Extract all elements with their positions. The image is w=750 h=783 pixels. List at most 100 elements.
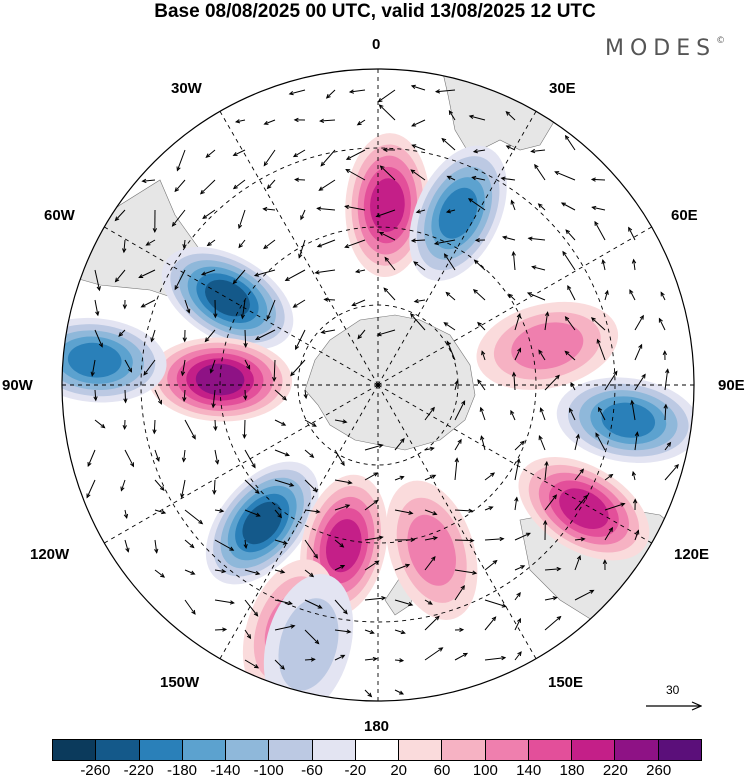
wind-arrow: [378, 231, 396, 241]
wind-arrow: [274, 569, 286, 574]
latitude-circle: [219, 226, 537, 544]
wind-arrow: [182, 389, 187, 403]
colorbar-bin: [572, 740, 616, 760]
colorbar-tick-label: 220: [602, 762, 628, 779]
wind-arrow: [590, 177, 606, 182]
wind-arrow: [334, 449, 345, 467]
wind-arrow: [244, 569, 261, 576]
wind-arrow: [364, 535, 384, 541]
wind-arrow: [114, 209, 126, 222]
lon-label-90e: 90E: [718, 377, 745, 394]
wind-arrow: [481, 350, 486, 361]
wind-arrow: [413, 261, 426, 271]
wind-arrow: [544, 494, 557, 511]
anomaly-contour: [407, 514, 456, 586]
wind-arrow: [300, 209, 306, 221]
wind-arrow: [544, 566, 562, 572]
wind-arrow: [323, 297, 336, 302]
wind-arrow: [484, 536, 505, 542]
wind-arrow: [123, 509, 129, 520]
wind-arrow: [214, 599, 235, 605]
wind-arrow: [364, 629, 375, 634]
wind-arrow: [238, 239, 246, 249]
brand-mark: ©: [716, 36, 726, 46]
wind-arrow: [474, 237, 486, 243]
wind-arrow: [629, 289, 636, 301]
wind-arrow: [123, 389, 128, 404]
wind-arrow: [410, 238, 426, 243]
wind-arrow: [199, 179, 216, 195]
lon-label-150w: 150W: [160, 674, 200, 691]
lon-label-120e: 120E: [674, 546, 710, 563]
wind-arrow: [424, 509, 438, 516]
wind-arrow: [141, 178, 156, 184]
wind-arrow: [379, 165, 396, 181]
colorbar-tick-label: -180: [166, 762, 198, 779]
wind-arrow: [394, 599, 414, 607]
wind-arrow: [334, 419, 348, 424]
map-border: [61, 68, 695, 702]
wind-arrow: [274, 449, 290, 457]
wind-arrow: [484, 599, 507, 608]
anomaly-cell: [476, 301, 619, 390]
south-pole-dot: [376, 383, 380, 387]
wind-arrow: [345, 168, 366, 181]
wind-arrow: [274, 419, 287, 426]
wind-arrow: [424, 599, 433, 605]
wind-arrow: [454, 438, 462, 451]
wind-arrow: [574, 494, 588, 511]
colorbar-tick-label: -260: [80, 762, 111, 779]
lon-label-0: 0: [372, 36, 381, 53]
wind-arrow: [182, 329, 187, 343]
wind-arrow: [484, 655, 507, 661]
wind-arrow: [345, 149, 366, 160]
wind-arrow: [514, 565, 526, 571]
reference-vector-label: 30: [666, 683, 680, 697]
anomaly-contour: [205, 279, 250, 317]
wind-arrow: [394, 537, 416, 542]
wind-arrow: [334, 629, 352, 634]
wind-arrow: [184, 539, 195, 549]
wind-arrow: [87, 449, 96, 468]
wind-arrow: [602, 559, 608, 571]
anomaly-contour: [325, 519, 362, 573]
wind-arrow: [454, 457, 459, 481]
anomaly-cell: [556, 377, 694, 463]
colorbar-bin: [96, 740, 140, 760]
wind-arrow: [318, 179, 336, 191]
colorbar-tick-label: -140: [210, 762, 241, 779]
wind-arrow: [124, 449, 135, 468]
wind-arrow: [304, 599, 323, 609]
colorbar-bin: [399, 740, 443, 760]
wind-arrow: [382, 147, 396, 152]
wind-arrow: [174, 269, 186, 291]
wind-arrow: [574, 468, 584, 481]
wind-arrow: [604, 502, 626, 511]
wind-arrow: [560, 202, 576, 211]
anomaly-cell: [518, 457, 650, 561]
wind-arrow: [514, 347, 521, 361]
wind-arrow: [424, 474, 437, 481]
wind-arrow: [514, 532, 531, 541]
wind-arrow: [410, 169, 426, 181]
wind-arrow: [180, 479, 186, 499]
wind-arrow: [254, 329, 276, 341]
wind-arrow: [511, 371, 517, 391]
wind-arrow: [526, 292, 546, 301]
wind-arrow: [604, 526, 614, 541]
wind-arrow: [632, 498, 638, 511]
wind-arrow: [445, 209, 456, 214]
wind-arrow: [232, 179, 246, 190]
wind-arrow: [564, 350, 576, 361]
wind-arrow: [601, 258, 606, 271]
colorbar-tick-label: 60: [433, 762, 451, 779]
wind-arrow: [354, 269, 366, 274]
wind-arrow: [664, 463, 679, 481]
wind-arrow: [357, 329, 366, 340]
wind-arrow: [514, 440, 525, 451]
wind-arrow: [505, 145, 516, 151]
wind-arrow: [658, 317, 666, 331]
wind-arrow: [570, 382, 576, 391]
reference-vector-arrow: [646, 701, 702, 711]
wind-arrow: [424, 446, 435, 451]
